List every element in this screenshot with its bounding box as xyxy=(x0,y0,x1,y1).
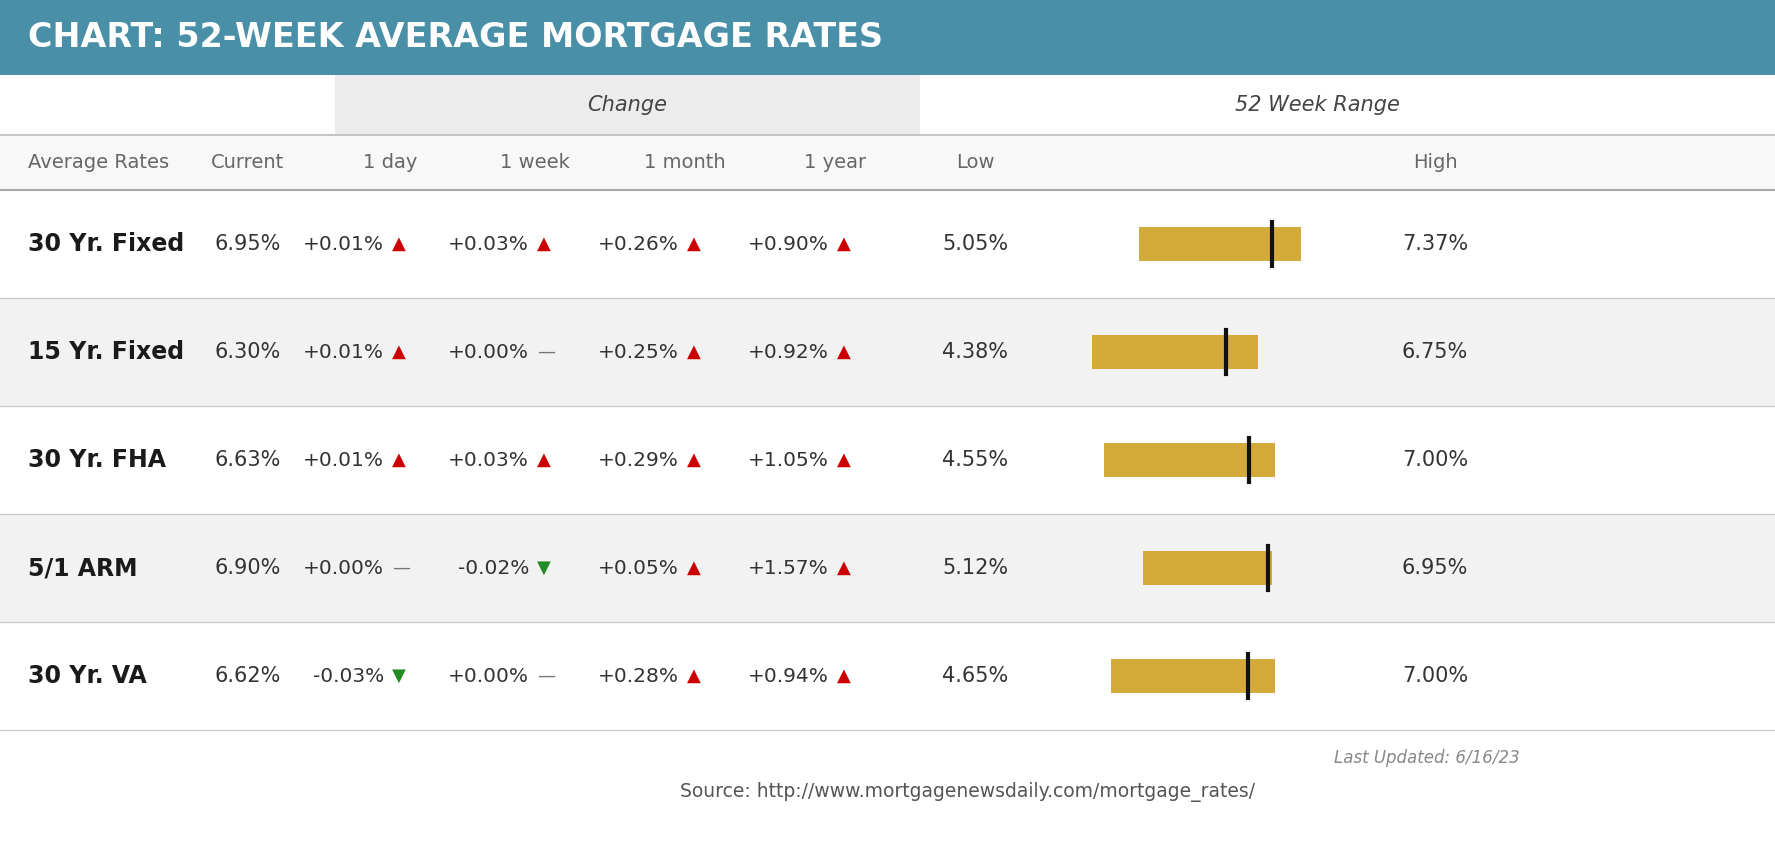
Bar xyxy=(1092,335,1257,369)
Text: 6.62%: 6.62% xyxy=(215,666,280,686)
Text: ▲: ▲ xyxy=(687,343,701,361)
Text: 30 Yr. Fixed: 30 Yr. Fixed xyxy=(28,232,185,256)
Bar xyxy=(335,75,919,135)
Text: 7.00%: 7.00% xyxy=(1402,666,1468,686)
Text: 5.12%: 5.12% xyxy=(943,558,1008,578)
Text: +1.05%: +1.05% xyxy=(747,451,829,469)
Text: ▲: ▲ xyxy=(687,451,701,469)
Text: +0.03%: +0.03% xyxy=(447,234,529,253)
Text: +0.25%: +0.25% xyxy=(598,343,680,362)
Text: 4.38%: 4.38% xyxy=(943,342,1008,362)
Text: ▲: ▲ xyxy=(687,667,701,685)
Text: Average Rates: Average Rates xyxy=(28,153,169,172)
Text: 30 Yr. FHA: 30 Yr. FHA xyxy=(28,448,167,472)
Text: +0.00%: +0.00% xyxy=(447,667,529,686)
Text: ▲: ▲ xyxy=(538,235,550,253)
Text: 6.90%: 6.90% xyxy=(215,558,280,578)
Bar xyxy=(1143,551,1271,585)
Text: 15 Yr. Fixed: 15 Yr. Fixed xyxy=(28,340,185,364)
Text: ▼: ▼ xyxy=(538,559,550,577)
Text: +0.92%: +0.92% xyxy=(747,343,829,362)
Text: 52 Week Range: 52 Week Range xyxy=(1235,95,1400,115)
Bar xyxy=(0,135,1775,190)
Text: ▲: ▲ xyxy=(838,343,850,361)
Text: 5.05%: 5.05% xyxy=(943,234,1008,254)
Text: +0.29%: +0.29% xyxy=(598,451,680,469)
Bar xyxy=(1138,227,1301,261)
Text: -0.03%: -0.03% xyxy=(312,667,383,686)
Text: 1 week: 1 week xyxy=(501,153,570,172)
Text: 7.00%: 7.00% xyxy=(1402,450,1468,470)
Bar xyxy=(0,0,1775,75)
Text: ▲: ▲ xyxy=(392,235,406,253)
Text: ▲: ▲ xyxy=(392,343,406,361)
Text: ▲: ▲ xyxy=(392,451,406,469)
Text: +0.00%: +0.00% xyxy=(447,343,529,362)
Bar xyxy=(0,406,1775,514)
Bar xyxy=(1104,443,1274,477)
Text: 1 year: 1 year xyxy=(804,153,866,172)
Text: 6.75%: 6.75% xyxy=(1402,342,1468,362)
Text: +0.03%: +0.03% xyxy=(447,451,529,469)
Bar xyxy=(0,190,1775,298)
Bar xyxy=(1111,659,1274,693)
Text: +0.28%: +0.28% xyxy=(598,667,680,686)
Text: —: — xyxy=(538,343,556,361)
Text: —: — xyxy=(538,667,556,685)
Text: ▲: ▲ xyxy=(838,559,850,577)
Text: Source: http://www.mortgagenewsdaily.com/mortgage_rates/: Source: http://www.mortgagenewsdaily.com… xyxy=(680,782,1255,802)
Text: 7.37%: 7.37% xyxy=(1402,234,1468,254)
Text: 6.30%: 6.30% xyxy=(215,342,280,362)
Text: +0.01%: +0.01% xyxy=(304,451,383,469)
Text: 1 month: 1 month xyxy=(644,153,726,172)
Text: 1 day: 1 day xyxy=(362,153,417,172)
Text: 6.95%: 6.95% xyxy=(1402,558,1468,578)
Text: ▼: ▼ xyxy=(392,667,406,685)
Text: +0.94%: +0.94% xyxy=(747,667,829,686)
Text: 30 Yr. VA: 30 Yr. VA xyxy=(28,664,147,688)
Text: 4.65%: 4.65% xyxy=(943,666,1008,686)
Text: ▲: ▲ xyxy=(838,451,850,469)
Text: —: — xyxy=(392,559,410,577)
Text: Current: Current xyxy=(211,153,284,172)
Text: CHART: 52-WEEK AVERAGE MORTGAGE RATES: CHART: 52-WEEK AVERAGE MORTGAGE RATES xyxy=(28,21,882,54)
Text: ▲: ▲ xyxy=(687,235,701,253)
Bar xyxy=(0,622,1775,730)
Text: +0.01%: +0.01% xyxy=(304,343,383,362)
Text: Low: Low xyxy=(955,153,994,172)
Text: ▲: ▲ xyxy=(838,235,850,253)
Text: ▲: ▲ xyxy=(838,667,850,685)
Text: 4.55%: 4.55% xyxy=(943,450,1008,470)
Text: +1.57%: +1.57% xyxy=(749,558,829,577)
Text: 5/1 ARM: 5/1 ARM xyxy=(28,556,137,580)
Text: +0.01%: +0.01% xyxy=(304,234,383,253)
Bar xyxy=(0,298,1775,406)
Text: Change: Change xyxy=(588,95,667,115)
Text: Last Updated: 6/16/23: Last Updated: 6/16/23 xyxy=(1335,749,1519,767)
Text: +0.05%: +0.05% xyxy=(598,558,680,577)
Text: -0.02%: -0.02% xyxy=(458,558,529,577)
Text: ▲: ▲ xyxy=(538,451,550,469)
Text: +0.26%: +0.26% xyxy=(598,234,680,253)
Text: +0.00%: +0.00% xyxy=(304,558,383,577)
Text: High: High xyxy=(1413,153,1457,172)
Bar xyxy=(0,514,1775,622)
Text: ▲: ▲ xyxy=(687,559,701,577)
Text: 6.63%: 6.63% xyxy=(215,450,280,470)
Text: +0.90%: +0.90% xyxy=(747,234,829,253)
Text: 6.95%: 6.95% xyxy=(215,234,280,254)
